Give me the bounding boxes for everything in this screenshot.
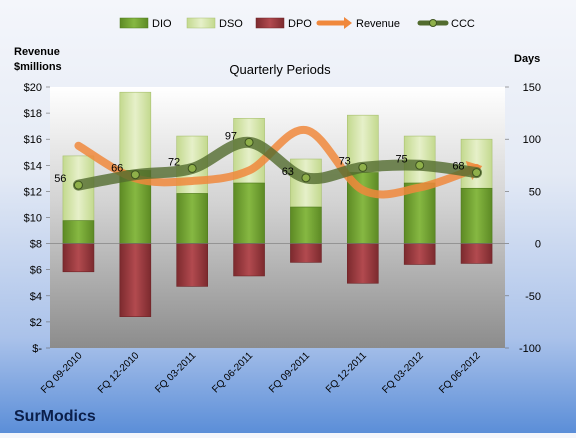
bar-dpo <box>403 243 436 265</box>
bar-dpo <box>290 243 322 263</box>
left-axis-title-line2: $millions <box>14 61 62 73</box>
category-label: FQ 06-2011 <box>210 350 255 395</box>
bar-dpo <box>62 243 95 273</box>
chart-title: Quarterly Periods <box>229 62 331 77</box>
legend: DIO DSO DPO Revenue CCC <box>119 17 475 30</box>
left-tick-label: $16 <box>24 134 42 146</box>
bar-dio <box>233 182 265 244</box>
ccc-point <box>187 163 197 173</box>
right-tick-label: 100 <box>523 134 541 146</box>
ccc-point <box>244 137 254 147</box>
category-label: FQ 03-2012 <box>380 350 426 396</box>
ccc-point <box>358 162 368 172</box>
right-tick-label: 150 <box>523 82 541 94</box>
ccc-label: 63 <box>282 166 294 178</box>
ccc-point <box>130 170 140 180</box>
bar-dpo <box>347 243 379 284</box>
ccc-label: 66 <box>111 163 123 175</box>
bar-dio <box>460 187 493 244</box>
bar-dpo <box>119 243 152 317</box>
category-label: FQ 06-2012 <box>437 350 483 396</box>
ccc-label: 56 <box>54 173 66 185</box>
left-tick-label: $2 <box>30 317 42 329</box>
left-tick-label: $6 <box>30 265 42 277</box>
legend-swatch-dio <box>119 17 149 29</box>
category-label: FQ 12-2010 <box>96 350 142 396</box>
bar-dso <box>119 91 152 171</box>
legend-label-dpo: DPO <box>288 18 312 30</box>
left-tick-label: $4 <box>30 291 42 303</box>
legend-label-revenue: Revenue <box>356 18 400 30</box>
company-name: SurModics <box>14 408 96 425</box>
right-axis: -100 -50 0 50 100 150 <box>505 82 541 355</box>
ccc-label: 97 <box>225 130 237 142</box>
ccc-label: 75 <box>395 153 407 165</box>
legend-label-dio: DIO <box>152 18 172 30</box>
category-label: FQ 09-2010 <box>39 350 85 396</box>
right-tick-label: -50 <box>525 291 541 303</box>
legend-swatch-dso <box>186 17 216 29</box>
legend-swatch-dpo <box>255 17 285 29</box>
ccc-line <box>72 136 483 191</box>
legend-swatch-ccc <box>417 19 449 27</box>
left-tick-label: $- <box>32 343 42 355</box>
left-axis: $- $2 $4 $6 $8 $10 $12 $14 $16 $18 $20 <box>24 82 50 355</box>
category-label: FQ 09-2011 <box>267 350 312 395</box>
legend-label-ccc: CCC <box>451 18 475 30</box>
ccc-label: 73 <box>339 155 351 167</box>
left-tick-label: $8 <box>30 239 42 251</box>
ccc-label: 72 <box>168 156 180 168</box>
category-label: FQ 03-2011 <box>153 350 198 395</box>
left-tick-label: $14 <box>24 160 42 172</box>
legend-label-dso: DSO <box>219 18 243 30</box>
ccc-point <box>301 173 311 183</box>
category-axis: FQ 09-2010 FQ 12-2010 FQ 03-2011 FQ 06-2011… <box>39 350 483 396</box>
bar-dio <box>62 220 95 244</box>
bar-dso <box>460 138 493 189</box>
ccc-label: 68 <box>452 161 464 173</box>
left-tick-label: $10 <box>24 213 42 225</box>
category-label: FQ 12-2011 <box>324 350 369 395</box>
right-tick-label: 0 <box>535 239 541 251</box>
left-tick-label: $20 <box>24 82 42 94</box>
plot-area <box>50 87 505 348</box>
ccc-point <box>472 168 482 178</box>
right-axis-title: Days <box>514 53 540 65</box>
right-tick-label: -100 <box>519 343 541 355</box>
bar-dio <box>290 206 322 244</box>
right-tick-label: 50 <box>529 186 541 198</box>
bar-dio <box>176 193 208 244</box>
bar-dpo <box>233 243 265 277</box>
left-tick-label: $12 <box>24 186 42 198</box>
bar-dpo <box>460 243 493 264</box>
bar-dpo <box>176 243 208 287</box>
left-axis-title-line1: Revenue <box>14 46 60 58</box>
legend-swatch-revenue <box>316 17 352 29</box>
ccc-point <box>415 160 425 170</box>
left-tick-label: $18 <box>24 108 42 120</box>
ccc-point <box>73 180 83 190</box>
